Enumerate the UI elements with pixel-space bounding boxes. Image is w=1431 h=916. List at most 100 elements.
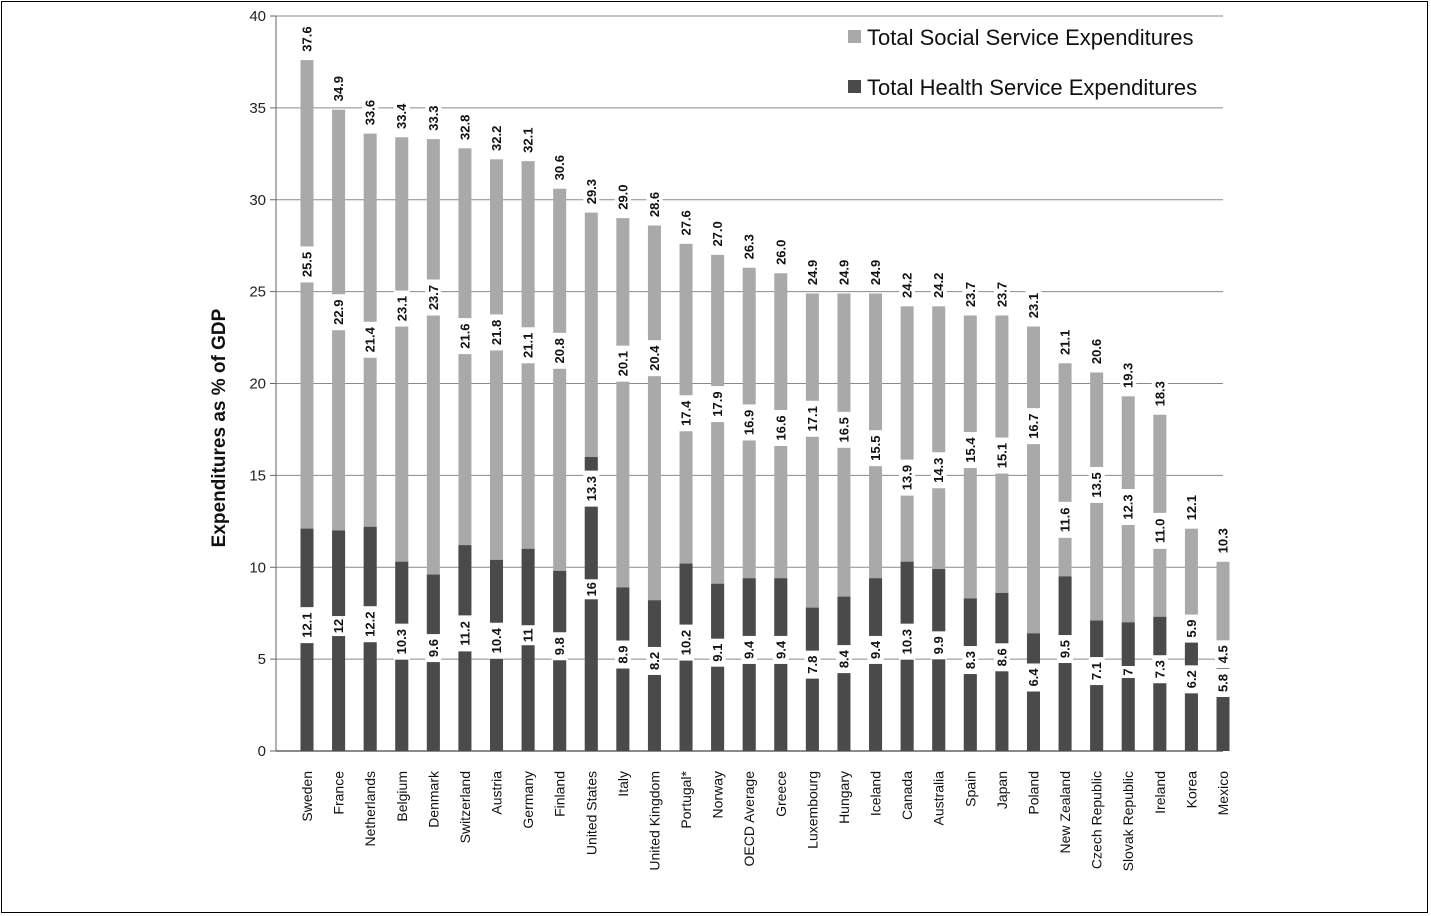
value-label-background (393, 290, 410, 327)
bar-health-10 (616, 587, 630, 751)
category-label: Switzerland (457, 771, 473, 843)
value-label-background (1151, 655, 1168, 684)
value-label-health: 9.4 (742, 640, 757, 659)
value-label-middle: 4.5 (1216, 645, 1231, 663)
value-label-background (299, 21, 315, 58)
value-labels: 37.6 25.5 12.1 34.9 22.9 12 33.6 21.4 12.2 33.4 23… (299, 21, 1231, 698)
value-label-background (583, 579, 600, 600)
bar-health-4 (426, 574, 440, 751)
value-label-background (614, 640, 631, 669)
value-label-background (456, 109, 473, 146)
value-label-background (646, 646, 663, 675)
value-label-middle: 16.9 (742, 410, 757, 435)
value-label-social: 10.3 (1216, 528, 1231, 553)
bar-health-28 (1184, 637, 1198, 751)
category-label: Japan (994, 771, 1010, 809)
value-label-middle: 20.4 (647, 345, 662, 371)
y-tick-label: 15 (249, 467, 266, 484)
category-label: Iceland (868, 771, 884, 816)
category-label: Germany (520, 771, 536, 829)
value-label-social: 26.0 (773, 240, 788, 265)
value-label-social: 23.7 (994, 282, 1009, 307)
value-label-social: 24.9 (805, 260, 820, 285)
category-label: Norway (710, 771, 726, 818)
value-label-background (583, 173, 600, 210)
value-label-health: 6.4 (1026, 668, 1041, 687)
bar-health-21 (963, 598, 977, 751)
value-label-health: 8.6 (994, 648, 1009, 666)
value-label-social: 26.3 (742, 234, 757, 259)
value-label-background (330, 70, 347, 107)
value-label-health: 9.8 (552, 637, 567, 655)
category-label: Hungary (836, 771, 852, 824)
value-label-background (930, 452, 947, 489)
value-label-background (899, 459, 916, 496)
value-label-health: 11.2 (457, 621, 472, 646)
value-label-background (804, 254, 821, 291)
value-label-background (899, 267, 916, 304)
legend-health-swatch (848, 80, 861, 93)
value-label-background (551, 332, 568, 369)
value-label-background (425, 100, 442, 137)
value-label-background (646, 186, 663, 223)
value-label-social: 24.2 (900, 273, 915, 298)
value-label-background (456, 615, 473, 652)
value-label-middle: 11.0 (1152, 519, 1167, 544)
y-tick-label: 20 (249, 376, 266, 393)
value-label-background (1057, 501, 1074, 538)
value-label-social: 24.9 (836, 260, 851, 285)
value-label-middle: 21.1 (521, 333, 536, 358)
value-label-health: 9.1 (710, 644, 725, 662)
value-label-background (614, 179, 631, 216)
value-label-middle: 13.3 (584, 476, 599, 501)
value-label-social: 24.2 (931, 273, 946, 298)
value-label-health: 16 (584, 582, 599, 596)
value-label-social: 29.3 (584, 179, 599, 204)
value-label-middle: 11.6 (1058, 508, 1073, 533)
category-label: Australia (931, 771, 947, 826)
value-label-health: 9.4 (868, 640, 883, 659)
value-label-background (993, 437, 1010, 474)
value-label-background (614, 345, 631, 382)
value-label-middle: 13.9 (900, 465, 915, 490)
value-label-health: 12.1 (300, 612, 315, 637)
bar-health-23 (1026, 633, 1040, 751)
value-label-middle: 15.5 (868, 436, 883, 461)
value-label-middle: 16.6 (773, 415, 788, 440)
category-label: United States (583, 771, 599, 855)
category-label: Luxembourg (804, 771, 820, 849)
value-label-health: 10.2 (679, 630, 694, 655)
value-label-social: 33.4 (394, 103, 409, 129)
value-label-background (520, 625, 537, 646)
value-label-background (330, 616, 347, 637)
value-label-middle: 20.1 (615, 351, 630, 376)
value-label-background (962, 646, 979, 675)
y-tick-label: 25 (249, 284, 266, 301)
category-label: Greece (773, 771, 789, 817)
value-label-background (1183, 665, 1200, 694)
value-label-background (488, 120, 505, 157)
value-label-background (930, 631, 947, 660)
legend-social-label: Total Social Service Expenditures (867, 25, 1194, 50)
value-label-background (488, 622, 505, 659)
bar-health-18 (869, 578, 883, 751)
value-label-background (1088, 333, 1105, 370)
value-label-background (330, 294, 347, 331)
value-label-background (551, 632, 568, 661)
value-label-social: 30.6 (552, 155, 567, 180)
value-label-background (678, 204, 695, 241)
category-label: Austria (489, 771, 505, 815)
value-label-middle: 13.5 (1089, 472, 1104, 497)
value-label-background (772, 234, 789, 271)
value-label-health: 8.3 (963, 651, 978, 669)
value-label-health: 7 (1121, 668, 1136, 675)
category-label: United Kingdom (646, 771, 662, 871)
category-label: France (331, 771, 347, 815)
value-label-middle: 12.3 (1121, 494, 1136, 519)
value-label-background (362, 606, 379, 643)
value-label-health: 8.4 (836, 649, 851, 668)
value-label-background (741, 228, 758, 265)
value-label-middle: 23.1 (394, 296, 409, 321)
value-label-social: 12.1 (1184, 495, 1199, 520)
